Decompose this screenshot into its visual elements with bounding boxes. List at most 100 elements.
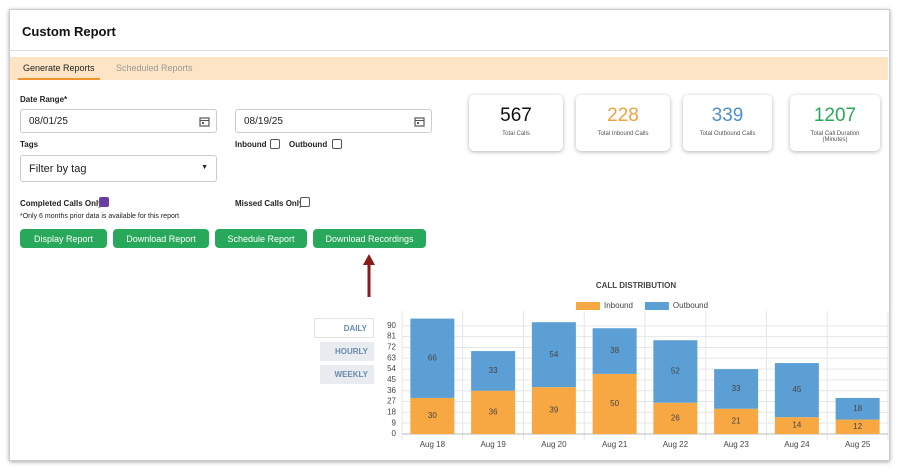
bar-segment <box>835 419 880 434</box>
stat-value: 567 <box>500 105 532 126</box>
label: Missed Calls Only <box>235 199 304 208</box>
stat-card: 567 Total Calls <box>469 95 563 151</box>
y-tick-label: 36 <box>387 386 396 395</box>
calendar-icon <box>414 117 425 127</box>
stat-value: 339 <box>711 105 744 126</box>
data-label: 45 <box>792 385 801 394</box>
date-input[interactable]: 08/01/25 <box>20 109 217 133</box>
x-tick-label: Aug 19 <box>480 440 506 449</box>
calendar-icon <box>199 117 210 127</box>
bar-segment <box>531 387 576 434</box>
legend-swatch <box>644 302 669 310</box>
period-button[interactable]: HOURLY <box>320 342 374 361</box>
stat-value: 228 <box>607 105 639 126</box>
bar-segment <box>471 351 516 391</box>
stat-label: Total Outbound Calls <box>699 131 756 137</box>
button[interactable]: Download Recordings <box>313 229 426 248</box>
legend-swatch <box>576 302 600 310</box>
y-tick-label: 90 <box>387 321 396 330</box>
stat-card: 228 Total Inbound Calls <box>576 95 670 151</box>
tab[interactable]: Generate Reports <box>18 57 100 80</box>
data-label: 33 <box>489 366 498 375</box>
bar-segment <box>774 417 819 434</box>
stat-label: Total Calls <box>502 131 530 137</box>
label: Date Range* <box>20 95 68 104</box>
tab-bar <box>10 57 888 80</box>
button[interactable]: Display Report <box>20 229 107 248</box>
data-label: 39 <box>549 406 558 415</box>
legend-label: Inbound <box>604 301 633 310</box>
bar-segment <box>714 369 759 409</box>
divider <box>10 50 888 51</box>
date-input[interactable]: 08/19/25 <box>235 109 432 133</box>
x-tick-label: Aug 23 <box>723 440 749 449</box>
legend-label: Outbound <box>673 301 708 310</box>
stat-card: 339 Total Outbound Calls <box>683 95 772 151</box>
tab[interactable]: Scheduled Reports <box>116 63 193 73</box>
x-tick-label: Aug 24 <box>784 440 810 449</box>
data-label: 26 <box>671 413 680 422</box>
bar-segment <box>774 363 819 418</box>
button[interactable]: Download Report <box>113 229 209 248</box>
data-label: 21 <box>732 416 741 425</box>
data-label: 18 <box>853 404 862 413</box>
label: Inbound <box>235 140 267 149</box>
x-tick-label: Aug 21 <box>602 440 628 449</box>
data-label: 30 <box>428 411 437 420</box>
caret: ▼ <box>201 164 208 171</box>
stat-label: Total Call Duration (Minutes) <box>810 131 860 143</box>
data-label: 36 <box>489 407 498 416</box>
checkbox[interactable] <box>332 139 342 149</box>
arrow <box>363 254 375 297</box>
x-tick-label: Aug 25 <box>845 440 871 449</box>
y-tick-label: 9 <box>392 418 397 427</box>
data-label: 66 <box>428 353 437 362</box>
checkbox-checked[interactable] <box>99 197 109 207</box>
period-button[interactable]: DAILY <box>314 318 374 338</box>
bar-segment <box>410 397 455 434</box>
bar-segment <box>653 340 698 403</box>
y-tick-label: 27 <box>387 397 396 406</box>
y-tick-label: 63 <box>387 353 396 362</box>
data-label: 54 <box>549 350 558 359</box>
y-tick-label: 45 <box>387 375 396 384</box>
data-label: 12 <box>853 422 862 431</box>
bar-segment <box>714 408 759 434</box>
bar-segment <box>835 397 880 420</box>
checkbox[interactable] <box>270 139 280 149</box>
note: *Only 6 months prior data is available f… <box>20 213 180 220</box>
stat-card: 1207 Total Call Duration (Minutes) <box>790 95 880 151</box>
label: Completed Calls Only <box>20 199 103 208</box>
bar-segment <box>653 402 698 434</box>
bar-segment <box>410 318 455 398</box>
button[interactable]: Schedule Report <box>215 229 307 248</box>
placeholder: Filter by tag <box>29 162 87 175</box>
bar-segment <box>531 322 576 388</box>
y-tick-label: 18 <box>387 407 396 416</box>
date-value: 08/19/25 <box>244 115 283 127</box>
y-tick-label: 81 <box>387 332 396 341</box>
bar-segment <box>471 390 516 434</box>
y-tick-label: 0 <box>392 429 397 438</box>
x-tick-label: Aug 22 <box>663 440 689 449</box>
bar-segment <box>592 373 637 434</box>
tag-select[interactable]: Filter by tag ▼ <box>20 155 217 182</box>
y-tick-label: 72 <box>387 343 396 352</box>
page-title: Custom Report <box>22 24 116 39</box>
label: Tags <box>20 140 39 149</box>
checkbox[interactable] <box>300 197 310 207</box>
stat-label: Total Inbound Calls <box>597 131 649 137</box>
data-label: 50 <box>610 399 619 408</box>
x-tick-label: Aug 20 <box>541 440 567 449</box>
period-button[interactable]: WEEKLY <box>320 365 374 384</box>
bar-segment <box>592 328 637 374</box>
x-tick-label: Aug 18 <box>420 440 446 449</box>
label: Outbound <box>289 140 328 149</box>
date-value: 08/01/25 <box>29 115 68 127</box>
data-label: 52 <box>671 367 680 376</box>
chart-title: CALL DISTRIBUTION <box>596 281 677 290</box>
stat-value: 1207 <box>813 105 857 126</box>
y-tick-label: 54 <box>387 364 396 373</box>
